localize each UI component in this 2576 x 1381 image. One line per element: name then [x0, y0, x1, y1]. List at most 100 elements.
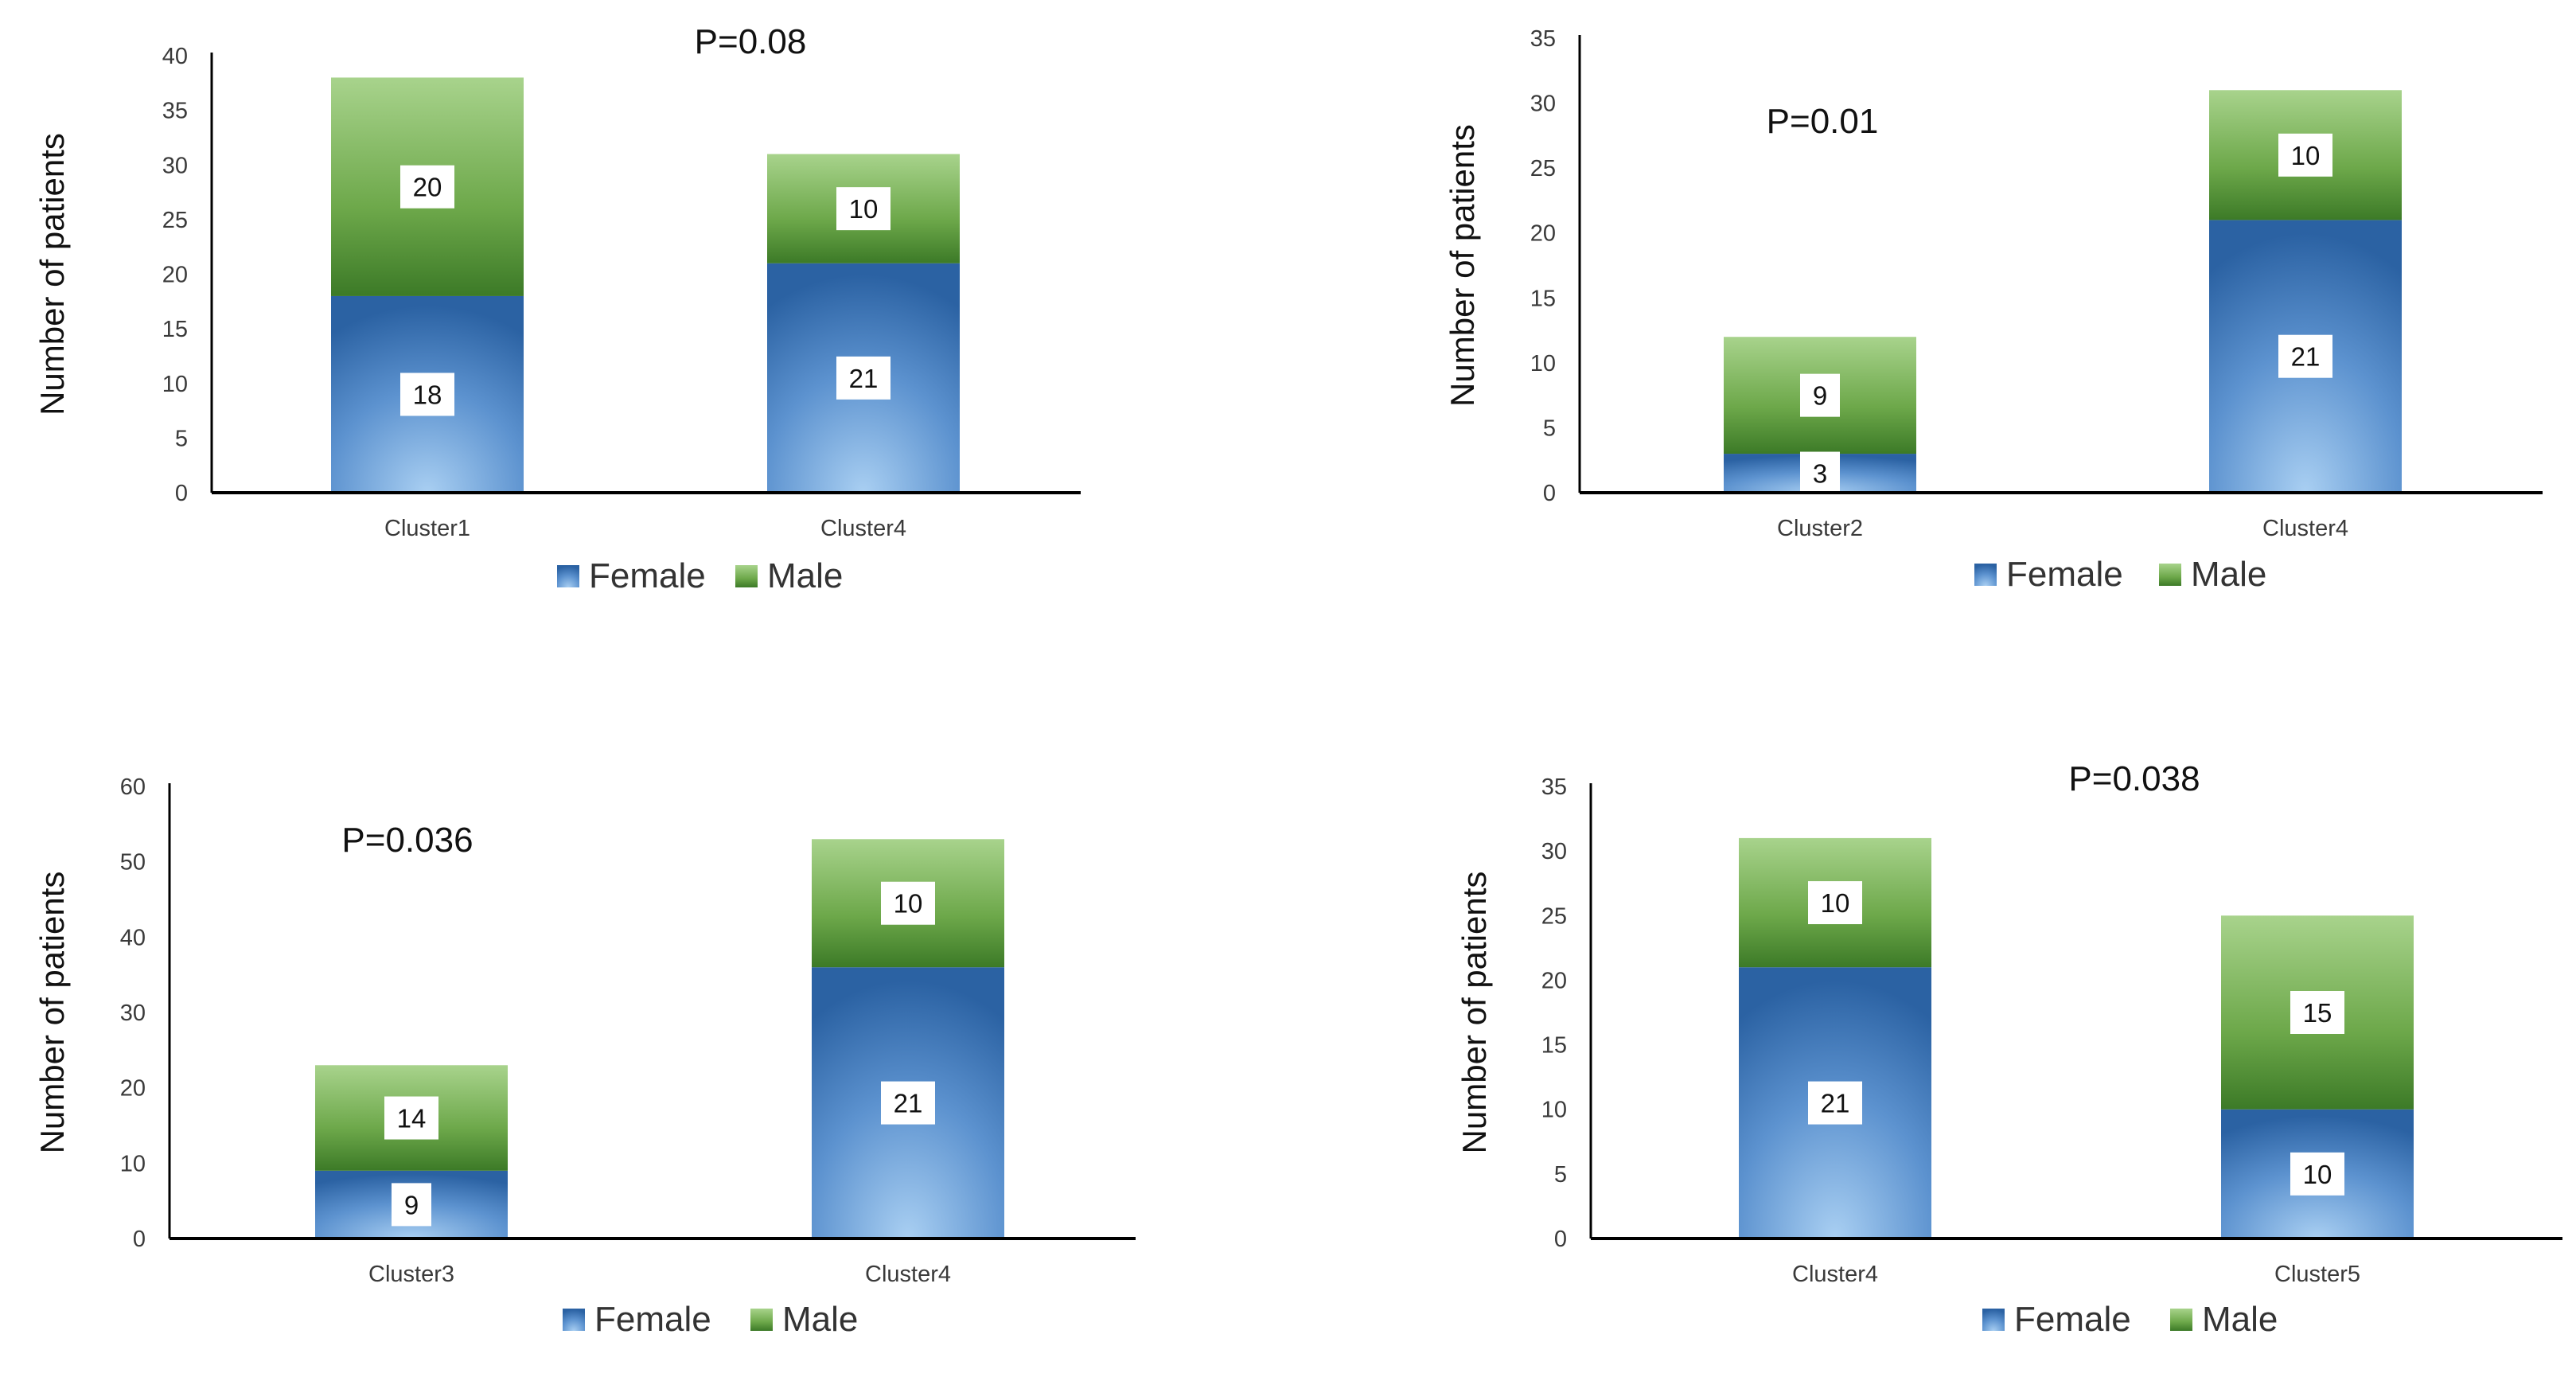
data-label-male-cluster4: 10	[894, 889, 923, 919]
y-tick-label: 25	[1530, 156, 1556, 181]
data-label-male-cluster3: 14	[397, 1104, 427, 1133]
x-category-label: Cluster4	[820, 516, 906, 541]
y-tick-label: 20	[120, 1076, 146, 1102]
y-tick-label: 10	[162, 372, 188, 397]
y-tick-label: 15	[1541, 1033, 1567, 1059]
chart-panel-3: 0 10 20 30 40 50 60 Number of patients 9 14 Cluste…	[33, 774, 1136, 1339]
data-label-female-cluster4: 21	[894, 1089, 923, 1118]
data-label-female-cluster3: 9	[404, 1190, 419, 1219]
x-category-label: Cluster4	[865, 1262, 951, 1287]
legend-swatch-female	[1982, 1309, 2005, 1331]
y-tick-label: 10	[1530, 351, 1556, 376]
data-label-female-cluster5: 10	[2303, 1160, 2332, 1189]
y-tick-label: 10	[1541, 1098, 1567, 1123]
data-label-female-cluster4: 21	[849, 364, 879, 393]
y-tick-label: 0	[133, 1227, 146, 1252]
data-label-female-cluster1-box	[400, 373, 454, 416]
legend-label-female: Female	[2006, 555, 2123, 594]
data-label-male-cluster1-box	[400, 165, 454, 209]
data-label-male-cluster4-box	[2278, 133, 2332, 177]
data-label-female-cluster4-box	[2278, 334, 2332, 378]
y-tick-label: 30	[120, 1001, 146, 1026]
data-label-male-cluster4-box	[881, 881, 935, 925]
y-tick-label: 30	[162, 153, 188, 178]
legend-swatch-female	[557, 565, 579, 587]
data-label-male-cluster4: 10	[1821, 888, 1850, 918]
data-label-female-cluster4: 21	[1821, 1089, 1850, 1118]
data-label-male-cluster1: 20	[413, 173, 442, 202]
legend-swatch-female	[563, 1309, 585, 1331]
y-tick-label: 10	[120, 1151, 146, 1176]
legend-label-male: Male	[2191, 555, 2266, 594]
x-category-label: Cluster4	[1792, 1262, 1878, 1287]
data-label-female-cluster1: 18	[413, 380, 442, 409]
legend-label-male: Male	[767, 556, 843, 595]
chart-panel-2: 0 5 10 15 20 25 30 35 Number of patients 3 9 Cluste…	[1444, 26, 2543, 594]
p-value-annotation: P=0.08	[695, 22, 807, 61]
legend-label-male: Male	[2202, 1300, 2278, 1339]
chart-panel-4: 0 5 10 15 20 25 30 35 Number of patients 21 10 Clus…	[1456, 759, 2562, 1339]
y-tick-label: 30	[1541, 839, 1567, 864]
y-tick-label: 15	[1530, 286, 1556, 311]
y-tick-label: 40	[120, 925, 146, 950]
y-tick-label: 5	[175, 426, 188, 451]
data-label-male-cluster4: 10	[2291, 141, 2321, 170]
y-axis-label: Number of patients	[33, 872, 71, 1154]
legend-swatch-male	[2159, 564, 2181, 586]
data-label-male-cluster2-box	[1800, 373, 1840, 417]
data-label-female-cluster4-box	[881, 1081, 935, 1125]
y-axis-label: Number of patients	[1456, 872, 1493, 1154]
legend-label-male: Male	[782, 1300, 858, 1339]
data-label-male-cluster3-box	[384, 1096, 438, 1140]
data-label-female-cluster4-box	[836, 356, 890, 400]
data-label-male-cluster5-box	[2290, 991, 2344, 1034]
data-label-male-cluster5: 15	[2303, 998, 2332, 1028]
data-label-female-cluster4: 21	[2291, 342, 2321, 372]
data-label-female-cluster5-box	[2290, 1152, 2344, 1196]
data-label-female-cluster2: 3	[1813, 459, 1827, 489]
chart-panel-1: 0 5 10 15 20 25 30 35 40 Number of patients 18 20 Cl…	[33, 22, 1081, 595]
y-tick-label: 0	[1554, 1227, 1567, 1252]
y-tick-label: 25	[162, 208, 188, 233]
y-tick-label: 35	[162, 99, 188, 124]
legend-swatch-male	[750, 1309, 773, 1331]
legend-swatch-male	[2170, 1309, 2192, 1331]
y-tick-label: 40	[162, 44, 188, 69]
y-tick-label: 0	[1543, 481, 1556, 506]
data-label-female-cluster4-box	[1808, 1081, 1862, 1125]
legend-label-female: Female	[589, 556, 706, 595]
y-tick-label: 25	[1541, 903, 1567, 929]
y-axis-label: Number of patients	[33, 133, 71, 415]
p-value-annotation: P=0.036	[341, 821, 473, 860]
data-label-male-cluster4: 10	[849, 194, 879, 224]
legend-label-female: Female	[2014, 1300, 2131, 1339]
y-tick-label: 20	[162, 263, 188, 288]
x-category-label: Cluster2	[1777, 516, 1863, 541]
y-tick-label: 50	[120, 850, 146, 876]
y-axis-label: Number of patients	[1444, 124, 1481, 407]
p-value-annotation: P=0.01	[1767, 102, 1879, 141]
data-label-male-cluster4-box	[836, 187, 890, 231]
data-label-female-cluster3-box	[392, 1183, 431, 1227]
y-tick-label: 60	[120, 774, 146, 800]
legend-swatch-male	[735, 565, 758, 587]
x-category-label: Cluster5	[2274, 1262, 2360, 1287]
y-tick-label: 20	[1541, 968, 1567, 993]
y-tick-label: 5	[1543, 415, 1556, 441]
y-tick-label: 35	[1530, 26, 1556, 52]
y-tick-label: 5	[1554, 1162, 1567, 1188]
y-tick-label: 0	[175, 481, 188, 506]
y-tick-label: 20	[1530, 221, 1556, 247]
data-label-male-cluster4-box	[1808, 881, 1862, 925]
y-tick-label: 15	[162, 317, 188, 342]
x-category-label: Cluster3	[368, 1262, 454, 1287]
legend-swatch-female	[1974, 564, 1997, 586]
data-label-male-cluster2: 9	[1813, 381, 1827, 411]
x-category-label: Cluster1	[384, 516, 470, 541]
p-value-annotation: P=0.038	[2068, 759, 2200, 798]
y-tick-label: 35	[1541, 774, 1567, 800]
data-label-female-cluster2-box	[1800, 451, 1840, 495]
y-tick-label: 30	[1530, 92, 1556, 117]
x-category-label: Cluster4	[2262, 516, 2348, 541]
